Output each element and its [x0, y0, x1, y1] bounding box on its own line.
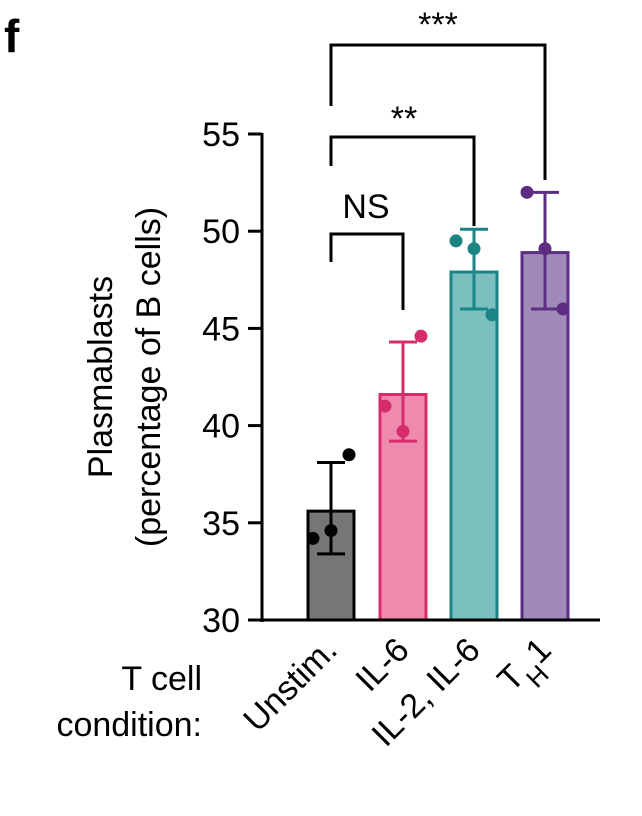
y-axis-title-line1: Plasmablasts: [82, 276, 120, 478]
y-tick-label: 55: [202, 116, 240, 154]
x-tick-label: Unstim.: [236, 631, 344, 739]
data-point: [306, 531, 320, 545]
data-point: [449, 234, 463, 248]
y-axis-title-line2: (percentage of B cells): [130, 207, 168, 547]
significance-label: ***: [418, 6, 458, 44]
bars: [306, 251, 570, 622]
y-tick-label: 30: [202, 602, 240, 640]
y-tick-label: 50: [202, 213, 240, 251]
x-tick-label: TH1: [490, 631, 567, 708]
data-point: [485, 308, 499, 322]
data-points: [306, 185, 570, 545]
significance-brackets: NS*****: [329, 6, 547, 310]
bar: [449, 270, 499, 622]
data-point: [324, 524, 338, 538]
significance-label: **: [391, 100, 417, 138]
data-point: [396, 424, 410, 438]
panel-label: f: [4, 10, 20, 62]
data-point: [414, 329, 428, 343]
x-tick-labels: Unstim. IL-6IL-2, IL-6 TH1: [236, 631, 567, 754]
data-point: [342, 448, 356, 462]
significance-bracket: [329, 43, 547, 180]
data-point: [538, 242, 552, 256]
significance-bracket: [329, 135, 476, 226]
x-axis-title-line2: condition:: [56, 706, 202, 744]
y-tick-label: 35: [202, 505, 240, 543]
significance-label: NS: [342, 188, 389, 226]
y-tick-label: 40: [202, 408, 240, 446]
data-point: [520, 185, 534, 199]
y-axis-ticks: 30 35 40 45 50 55: [202, 116, 262, 640]
x-axis-title-line1: T cell: [121, 660, 202, 698]
data-point: [556, 302, 570, 316]
y-tick-label: 45: [202, 310, 240, 348]
data-point: [467, 242, 481, 256]
significance-bracket: [329, 232, 405, 310]
data-point: [378, 399, 392, 413]
